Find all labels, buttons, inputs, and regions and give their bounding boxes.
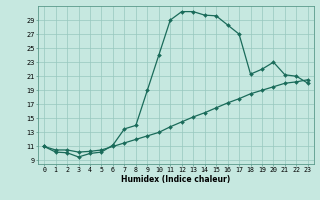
X-axis label: Humidex (Indice chaleur): Humidex (Indice chaleur)	[121, 175, 231, 184]
